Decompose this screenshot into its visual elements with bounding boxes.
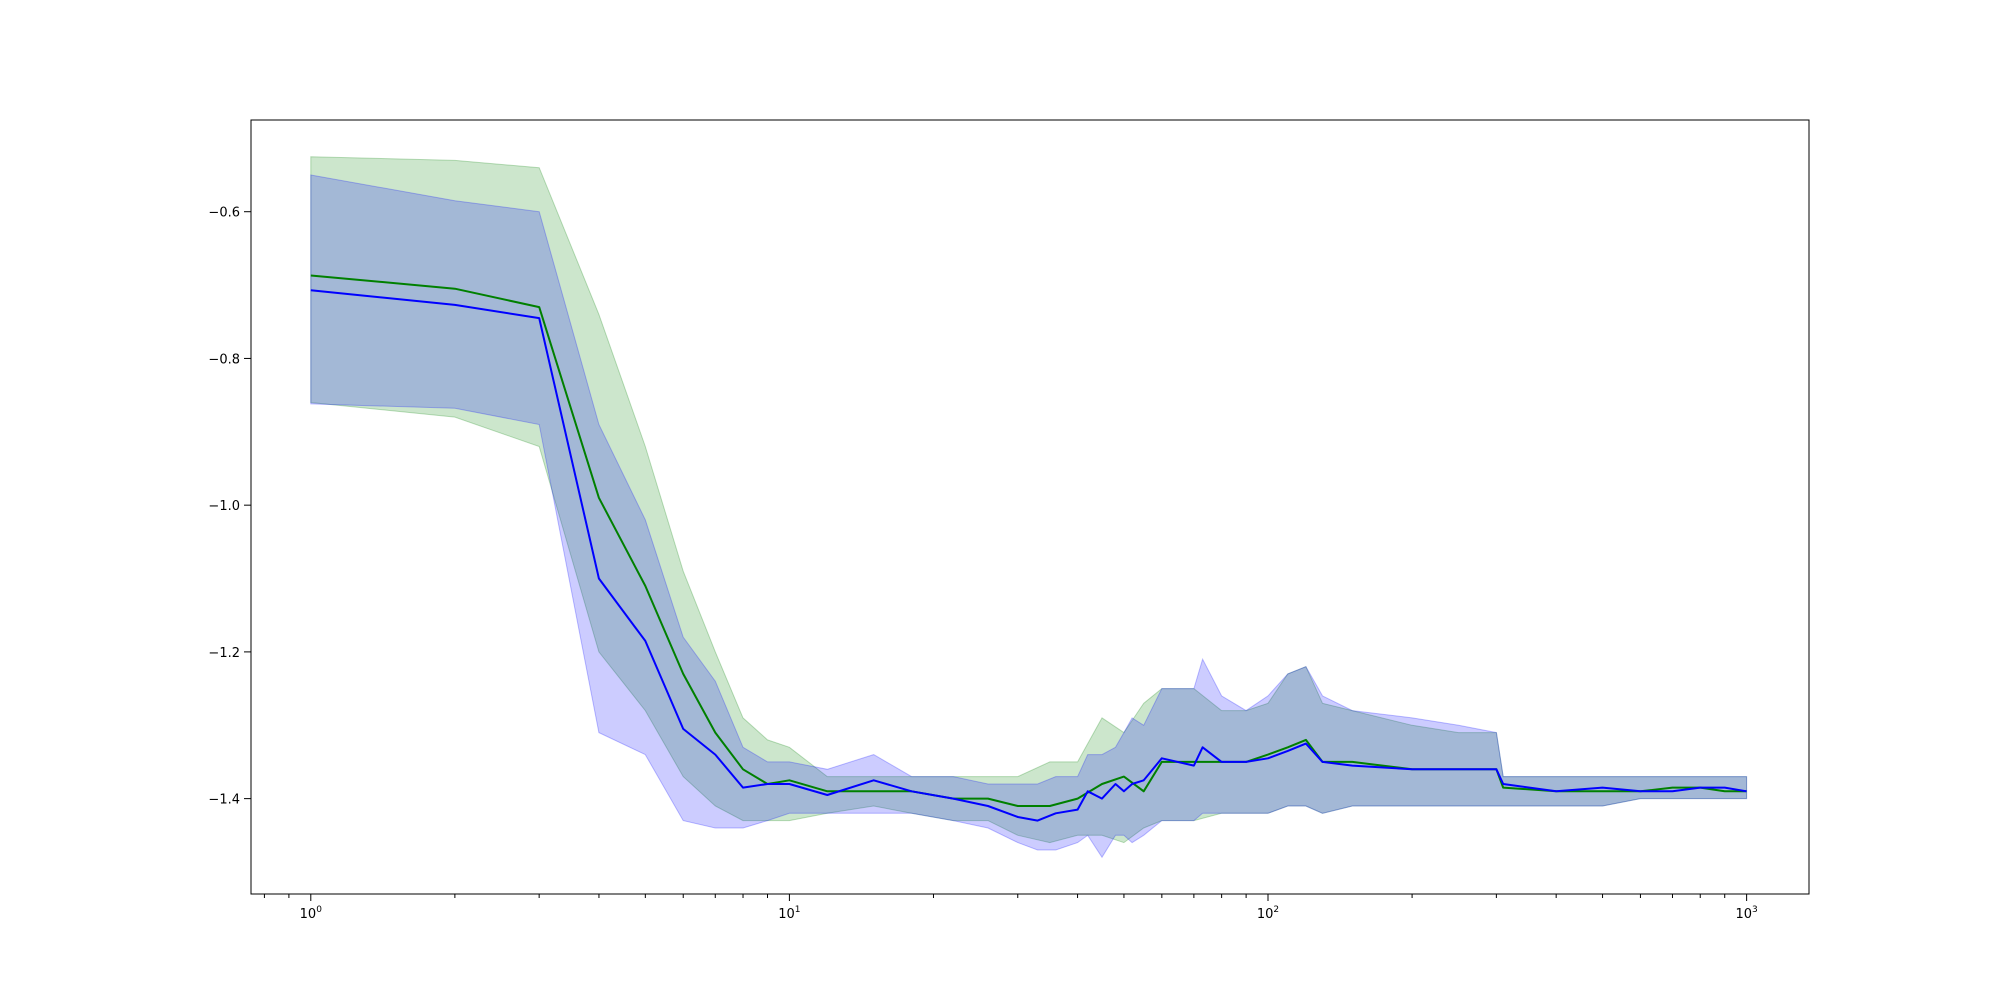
x-tick-label: 102 (1257, 905, 1279, 922)
x-tick-label: 103 (1735, 905, 1757, 922)
y-tick-label: −0.6 (208, 206, 240, 221)
x-tick-label: 101 (778, 905, 800, 922)
x-tick-label: 100 (300, 905, 323, 922)
series-1-band (310, 156, 1748, 844)
y-tick-label: −1.0 (208, 499, 240, 514)
y-tick-label: −0.8 (208, 352, 240, 367)
series-2-band (310, 174, 1748, 859)
series-1-line (310, 274, 1747, 807)
y-tick-label: −1.4 (208, 793, 240, 808)
confidence-bands (310, 156, 1748, 859)
series-2-line (310, 289, 1747, 822)
plot-frame (250, 119, 1810, 895)
y-tick-label: −1.2 (208, 646, 240, 661)
y-axis-ticks: −0.6 −0.8 −1.0 −1.2 −1.4 (208, 206, 251, 808)
x-axis-ticks: 100 101 102 103 (263, 894, 1758, 922)
series-lines (310, 274, 1747, 822)
